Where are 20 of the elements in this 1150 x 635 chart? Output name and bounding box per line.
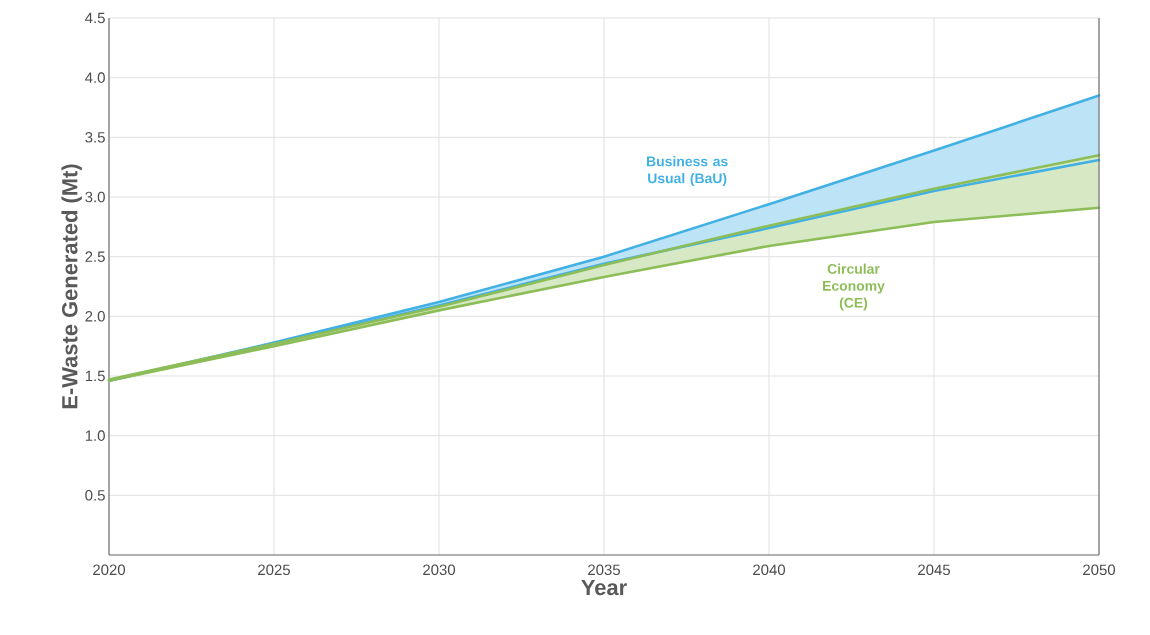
y-tick-label: 1.0 [85,430,105,441]
y-tick-label: 0.5 [85,490,105,501]
x-tick-label: 2020 [93,564,126,576]
y-tick-label: 2.0 [85,311,105,322]
x-axis-title: Year [581,579,627,596]
text: Business as Usual (BaU) [647,156,728,187]
x-tick-label: 2040 [753,564,786,576]
x-tick-label: 2050 [1083,564,1116,576]
y-tick-label: 1.5 [85,370,105,382]
x-tick-label: 2030 [423,564,456,576]
y-tick-label: 3.5 [85,132,105,143]
x-tick-label: 2025 [258,564,290,576]
y-tick-label: 4.0 [85,72,105,83]
x-tick-label: 2045 [918,564,950,576]
text: Circular Economy (CE) [823,263,885,311]
y-tick-label: 4.5 [85,12,105,24]
y-tick-label: 2.5 [85,251,105,262]
x-tick-label: 2035 [588,564,620,576]
y-axis-title: E-Waste Generated (Mt) [61,164,82,409]
y-tick-label: 3.0 [85,191,105,203]
